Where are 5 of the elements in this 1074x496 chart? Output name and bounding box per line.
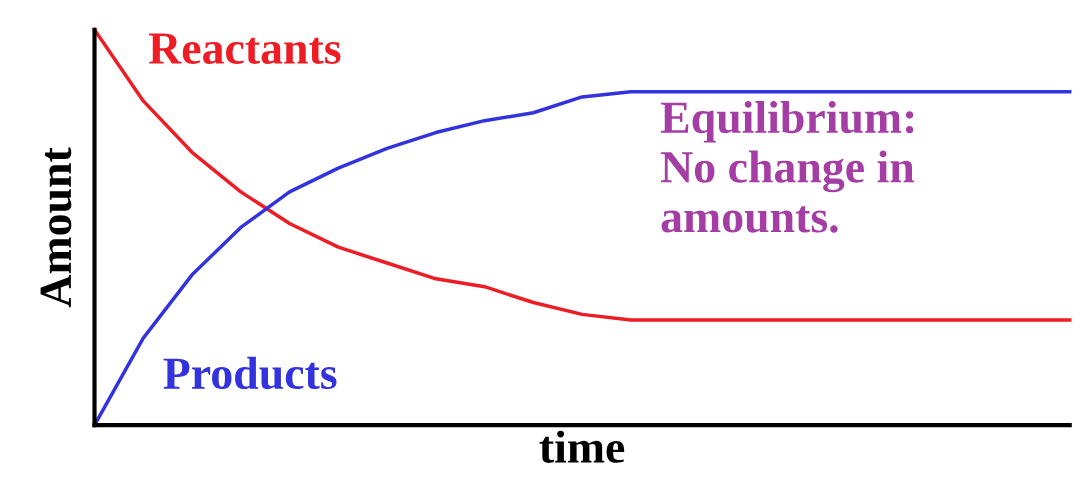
series-label: Reactants [148, 33, 341, 64]
series-label: Products [163, 356, 337, 390]
annotation: Equilibrium: No change in amounts. [660, 100, 915, 233]
x-axis-title: time [539, 430, 625, 463]
y-axis-title: Amount [40, 147, 72, 308]
